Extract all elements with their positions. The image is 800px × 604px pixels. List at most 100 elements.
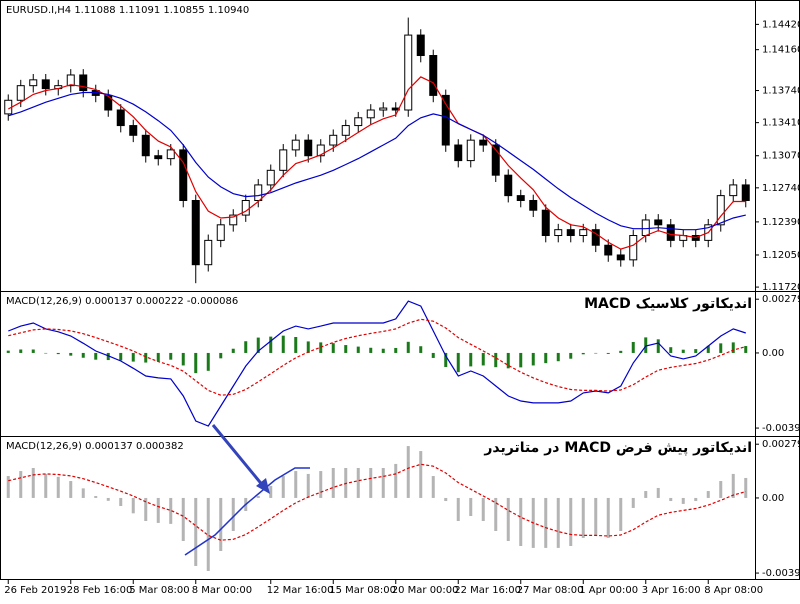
y-tick-label: 1.14420 [762, 19, 800, 30]
candle-body [716, 195, 725, 226]
histogram-bar [731, 342, 735, 353]
histogram-bar [694, 497, 698, 502]
candle-body [341, 125, 350, 136]
candle-body [379, 107, 388, 111]
candle-body [616, 254, 625, 261]
annotation-arrow [211, 424, 266, 488]
histogram-bar [406, 446, 410, 498]
histogram-bar [381, 467, 385, 498]
histogram-bar [619, 497, 623, 532]
y-tick-label: 1.14160 [762, 45, 800, 56]
y-tick-label: 1.13070 [762, 151, 800, 162]
histogram-bar [406, 341, 410, 353]
candle-body [116, 109, 125, 127]
histogram-bar [294, 337, 298, 353]
histogram-bar [381, 348, 385, 353]
x-tick-label: 20 Mar 00:00 [392, 585, 459, 596]
histogram-bar [281, 476, 285, 498]
histogram-bar [631, 497, 635, 508]
histogram-bar [419, 451, 423, 498]
histogram-bar [144, 497, 148, 522]
histogram-bar [181, 497, 185, 541]
histogram-bar [169, 352, 173, 360]
candle-body [641, 219, 650, 237]
histogram-bar [581, 497, 585, 538]
histogram-bar [294, 471, 298, 498]
histogram-bar [319, 471, 323, 498]
candle-body [654, 219, 663, 226]
candle-body [566, 229, 575, 237]
histogram-bar [119, 352, 123, 361]
y-tick-label: 0.002797 [762, 439, 800, 450]
histogram-bar [744, 346, 748, 353]
candle-body [741, 184, 750, 201]
histogram-bar [556, 497, 560, 548]
candle-body [16, 85, 25, 101]
candle-body [316, 144, 325, 157]
histogram-bar [506, 352, 510, 369]
histogram-bar [519, 497, 523, 546]
candle-body [529, 199, 538, 211]
histogram-bar [431, 352, 435, 358]
candle-body [304, 139, 313, 157]
y-tick-label: 1.12390 [762, 217, 800, 228]
histogram-bar [31, 349, 35, 353]
histogram-bar [181, 352, 185, 366]
candle-body [504, 174, 513, 197]
y-tick-label: 1.11720 [762, 282, 800, 293]
signal-line [8, 463, 746, 541]
histogram-bar [619, 350, 623, 353]
histogram-bar [394, 463, 398, 498]
annotation-trace [184, 467, 310, 556]
y-tick-label: -0.003909 [762, 568, 800, 579]
candle-body [254, 184, 263, 201]
histogram-bar [356, 346, 360, 353]
histogram-bar [444, 352, 448, 367]
histogram-bar [6, 350, 10, 353]
frame [0, 0, 800, 580]
candle-body [366, 109, 375, 119]
histogram-bar [231, 497, 235, 532]
histogram-bar [531, 352, 535, 366]
x-tick-label: 5 Mar 08:00 [129, 585, 189, 596]
histogram-bar [44, 352, 48, 354]
candle-body [454, 144, 463, 162]
histogram-bar [194, 352, 198, 374]
histogram-bar [694, 349, 698, 353]
candle-body [429, 55, 438, 96]
signal-line [8, 318, 746, 396]
histogram-bar [369, 347, 373, 353]
histogram-bar [44, 473, 48, 498]
histogram-bar [644, 491, 648, 498]
candle-body [266, 169, 275, 186]
histogram-bar [469, 497, 473, 517]
histogram-bar [506, 497, 510, 541]
candle-body [404, 34, 413, 111]
histogram-bar [369, 467, 373, 498]
histogram-bar [581, 352, 585, 355]
histogram-bar [94, 352, 98, 360]
candle-body [191, 199, 200, 266]
candle-body [729, 184, 738, 197]
candle-body [479, 139, 488, 146]
y-tick-label: -0.003909 [762, 423, 800, 434]
candle-body [466, 139, 475, 162]
x-tick-label: 1 Apr 00:00 [579, 585, 638, 596]
candle-body [29, 79, 38, 87]
histogram-bar [344, 345, 348, 353]
x-tick-label: 3 Apr 16:00 [642, 585, 701, 596]
histogram-bar [81, 488, 85, 498]
histogram-bar [606, 497, 610, 538]
histogram-bar [194, 497, 198, 566]
histogram-bar [544, 497, 548, 548]
x-tick-label: 22 Mar 16:00 [454, 585, 521, 596]
histogram-bar [494, 497, 498, 532]
histogram-bar [144, 352, 148, 363]
pane-header: MACD(12,26,9) 0.000137 0.000382 [6, 441, 184, 452]
histogram-bar [569, 497, 573, 546]
candle-body [279, 149, 288, 171]
histogram-bar [281, 335, 285, 353]
histogram-bar [306, 473, 310, 498]
histogram-bar [456, 352, 460, 373]
